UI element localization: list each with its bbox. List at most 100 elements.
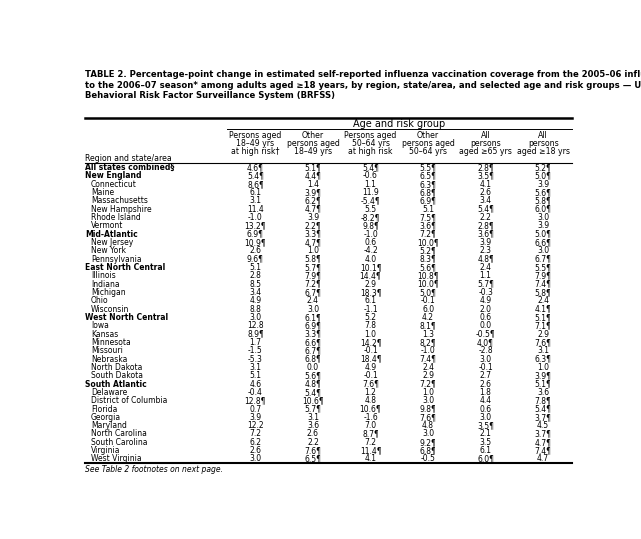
Text: 14.2¶: 14.2¶: [360, 338, 381, 347]
Text: 2.6: 2.6: [307, 430, 319, 438]
Text: 11.4¶: 11.4¶: [360, 446, 381, 455]
Text: 3.9: 3.9: [249, 413, 262, 422]
Text: 1.0: 1.0: [422, 388, 434, 397]
Text: 8.5: 8.5: [249, 280, 262, 289]
Text: 2.3: 2.3: [479, 246, 492, 255]
Text: 3.5¶: 3.5¶: [477, 171, 494, 181]
Text: 6.6¶: 6.6¶: [304, 338, 322, 347]
Text: 1.0: 1.0: [537, 363, 549, 372]
Text: 5.4¶: 5.4¶: [477, 205, 494, 214]
Text: -1.0: -1.0: [363, 230, 378, 239]
Text: South Carolina: South Carolina: [91, 438, 147, 447]
Text: 10.1¶: 10.1¶: [360, 263, 381, 272]
Text: 3.0: 3.0: [537, 213, 549, 222]
Text: 2.9: 2.9: [537, 329, 549, 338]
Text: 8.9¶: 8.9¶: [247, 329, 264, 338]
Text: 3.0: 3.0: [422, 430, 434, 438]
Text: Georgia: Georgia: [91, 413, 121, 422]
Text: 9.8¶: 9.8¶: [362, 222, 379, 230]
Text: 6.0: 6.0: [422, 305, 434, 314]
Text: 6.8¶: 6.8¶: [420, 446, 437, 455]
Text: Region and state/area: Region and state/area: [85, 154, 172, 163]
Text: Persons aged: Persons aged: [344, 130, 397, 140]
Text: 3.7¶: 3.7¶: [535, 413, 552, 422]
Text: New Jersey: New Jersey: [91, 238, 133, 247]
Text: 1.1: 1.1: [479, 271, 492, 280]
Text: at high risk†: at high risk†: [231, 147, 279, 156]
Text: 4.2: 4.2: [422, 313, 434, 322]
Text: 10.6¶: 10.6¶: [302, 396, 324, 405]
Text: -0.1: -0.1: [363, 371, 378, 380]
Text: 3.9¶: 3.9¶: [304, 188, 322, 197]
Text: 4.1¶: 4.1¶: [535, 305, 552, 314]
Text: 6.8¶: 6.8¶: [420, 188, 437, 197]
Text: TABLE 2. Percentage-point change in estimated self-reported influenza vaccinatio: TABLE 2. Percentage-point change in esti…: [85, 71, 641, 100]
Text: 3.0: 3.0: [422, 396, 434, 405]
Text: -5.4¶: -5.4¶: [361, 196, 380, 205]
Text: -0.4: -0.4: [248, 388, 263, 397]
Text: -0.5: -0.5: [420, 454, 435, 464]
Text: persons: persons: [528, 139, 558, 148]
Text: 4.9: 4.9: [365, 363, 377, 372]
Text: 5.1¶: 5.1¶: [535, 379, 552, 389]
Text: -1.0: -1.0: [420, 346, 435, 355]
Text: 3.3¶: 3.3¶: [304, 329, 322, 338]
Text: 2.8: 2.8: [249, 271, 262, 280]
Text: 5.5¶: 5.5¶: [535, 263, 552, 272]
Text: persons aged: persons aged: [402, 139, 454, 148]
Text: 3.6: 3.6: [537, 388, 549, 397]
Text: -0.1: -0.1: [420, 296, 435, 305]
Text: 4.9: 4.9: [479, 296, 492, 305]
Text: -0.6: -0.6: [363, 171, 378, 181]
Text: 3.1: 3.1: [249, 363, 262, 372]
Text: District of Columbia: District of Columbia: [91, 396, 167, 405]
Text: South Dakota: South Dakota: [91, 371, 143, 380]
Text: 2.0: 2.0: [479, 305, 492, 314]
Text: 5.2¶: 5.2¶: [535, 163, 552, 172]
Text: 10.9¶: 10.9¶: [245, 238, 266, 247]
Text: All: All: [538, 130, 548, 140]
Text: Florida: Florida: [91, 404, 117, 413]
Text: Michigan: Michigan: [91, 288, 126, 297]
Text: 6.9¶: 6.9¶: [247, 230, 264, 239]
Text: 1.4: 1.4: [307, 180, 319, 189]
Text: 3.9: 3.9: [307, 213, 319, 222]
Text: Virginia: Virginia: [91, 446, 121, 455]
Text: 11.9: 11.9: [362, 188, 379, 197]
Text: 4.6¶: 4.6¶: [247, 163, 264, 172]
Text: 4.7¶: 4.7¶: [304, 205, 322, 214]
Text: 3.4: 3.4: [249, 288, 262, 297]
Text: 1.0: 1.0: [365, 329, 376, 338]
Text: 6.0¶: 6.0¶: [535, 205, 552, 214]
Text: 5.2: 5.2: [365, 313, 376, 322]
Text: 4.8: 4.8: [365, 396, 376, 405]
Text: 6.5¶: 6.5¶: [304, 454, 322, 464]
Text: 0.7: 0.7: [249, 404, 262, 413]
Text: 3.4: 3.4: [479, 196, 492, 205]
Text: 50–64 yrs: 50–64 yrs: [351, 139, 390, 148]
Text: 5.8¶: 5.8¶: [304, 255, 321, 264]
Text: 5.6¶: 5.6¶: [420, 263, 437, 272]
Text: 3.0: 3.0: [537, 246, 549, 255]
Text: -2.8: -2.8: [478, 346, 493, 355]
Text: 6.0¶: 6.0¶: [477, 454, 494, 464]
Text: See Table 2 footnotes on next page.: See Table 2 footnotes on next page.: [85, 465, 223, 474]
Text: aged ≥65 yrs: aged ≥65 yrs: [459, 147, 512, 156]
Text: 2.8¶: 2.8¶: [478, 222, 494, 230]
Text: 7.2¶: 7.2¶: [304, 280, 321, 289]
Text: 8.3¶: 8.3¶: [420, 255, 437, 264]
Text: 4.1: 4.1: [365, 454, 376, 464]
Text: 1.3: 1.3: [422, 329, 434, 338]
Text: 7.2¶: 7.2¶: [420, 379, 437, 389]
Text: 4.7: 4.7: [537, 454, 549, 464]
Text: 7.6¶: 7.6¶: [420, 413, 437, 422]
Text: 11.4: 11.4: [247, 205, 264, 214]
Text: Minnesota: Minnesota: [91, 338, 131, 347]
Text: -1.1: -1.1: [363, 305, 378, 314]
Text: 6.7¶: 6.7¶: [535, 255, 552, 264]
Text: 5.7¶: 5.7¶: [304, 404, 322, 413]
Text: 5.0¶: 5.0¶: [535, 171, 552, 181]
Text: 50–64 yrs: 50–64 yrs: [409, 147, 447, 156]
Text: 3.0: 3.0: [479, 413, 492, 422]
Text: 5.2¶: 5.2¶: [420, 246, 437, 255]
